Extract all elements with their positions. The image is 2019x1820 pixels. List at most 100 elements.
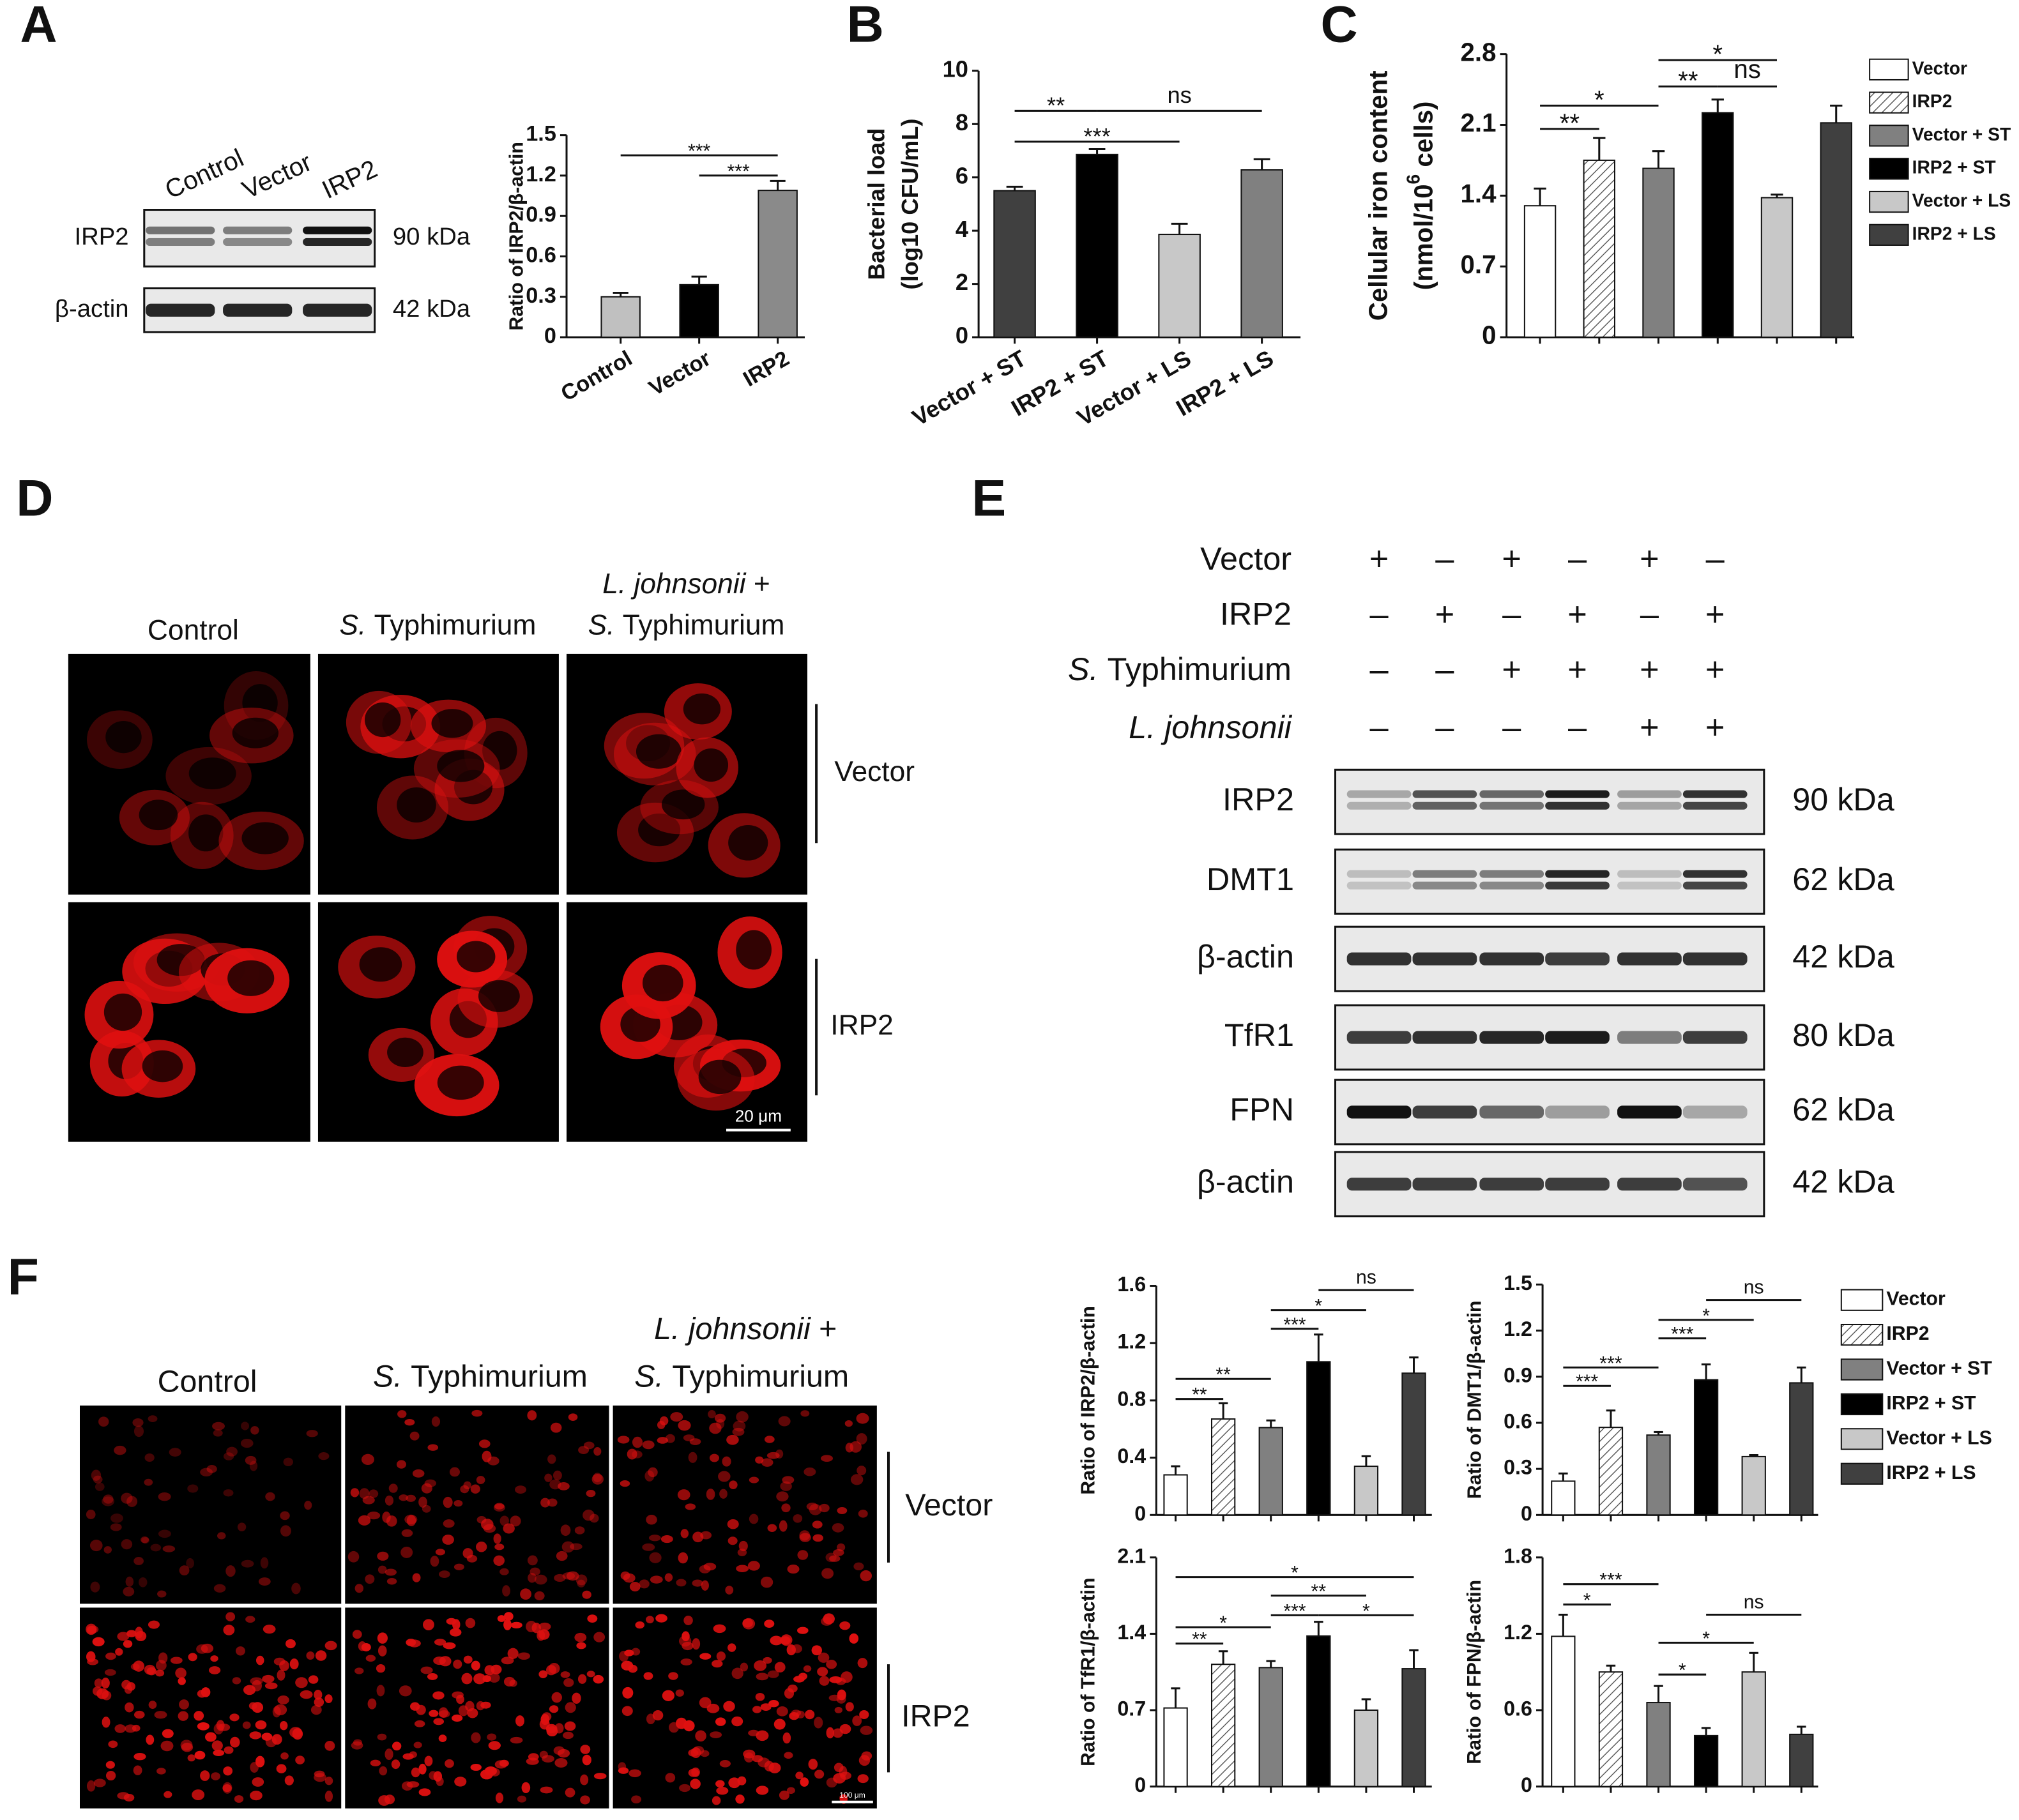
cell	[803, 1665, 812, 1672]
cell	[819, 1676, 830, 1686]
cell	[565, 1787, 575, 1798]
cell	[834, 1706, 842, 1713]
cell	[764, 1619, 775, 1628]
cell	[433, 1771, 443, 1782]
significance-label: ***	[1671, 1324, 1694, 1345]
cell	[754, 1660, 767, 1671]
cell	[515, 1715, 524, 1727]
cell	[488, 1741, 501, 1750]
band	[1346, 790, 1412, 798]
significance-label: ns	[1356, 1267, 1376, 1288]
y-tick-label: 1.4	[1117, 1621, 1146, 1644]
cell	[837, 1543, 846, 1552]
cell	[454, 1777, 467, 1787]
band	[1412, 1178, 1477, 1191]
nucleus	[642, 964, 683, 1002]
row-label: Vector	[834, 756, 915, 787]
cell	[280, 1752, 289, 1760]
cell	[169, 1448, 181, 1457]
y-tick-label: 0	[544, 324, 556, 348]
legend-label: IRP2	[1912, 91, 1953, 111]
size-label: 62 kDa	[1792, 861, 1895, 897]
band	[1545, 952, 1610, 966]
legend-swatch	[1840, 1289, 1884, 1311]
cell	[764, 1436, 775, 1443]
cell	[406, 1494, 416, 1502]
cell	[700, 1750, 710, 1757]
cell	[706, 1703, 720, 1713]
cell	[453, 1659, 462, 1669]
bar	[1210, 1664, 1236, 1787]
bar	[1646, 1434, 1671, 1516]
y-tick-label: 0	[1521, 1773, 1532, 1796]
cell	[170, 1657, 183, 1664]
cell	[141, 1537, 149, 1544]
cell	[94, 1678, 103, 1688]
cell	[98, 1416, 109, 1427]
cell	[839, 1621, 851, 1630]
cell	[418, 1496, 427, 1508]
band	[303, 303, 372, 317]
cell	[635, 1621, 644, 1629]
cell	[547, 1454, 556, 1464]
condition-sign: +	[1567, 596, 1587, 633]
micrograph	[613, 1405, 877, 1604]
protein-label: TfR1	[1224, 1017, 1294, 1053]
band	[146, 226, 215, 234]
cell	[438, 1734, 447, 1743]
cell	[265, 1492, 275, 1501]
cell	[280, 1525, 291, 1537]
cell	[406, 1515, 416, 1526]
cell	[102, 1717, 110, 1728]
cell	[452, 1714, 463, 1722]
cell	[158, 1492, 171, 1501]
cell	[837, 1506, 848, 1514]
cell	[563, 1678, 574, 1687]
cell	[361, 1453, 374, 1466]
nucleus	[359, 947, 402, 982]
cell	[439, 1656, 452, 1667]
cell	[493, 1555, 505, 1566]
nucleus	[478, 980, 520, 1012]
cell	[643, 1672, 653, 1680]
text: Vector	[1200, 540, 1291, 577]
cell	[314, 1697, 324, 1707]
significance-label: **	[1215, 1365, 1231, 1386]
cell	[434, 1639, 446, 1646]
cell	[86, 1623, 97, 1635]
cell	[787, 1565, 800, 1574]
cell	[729, 1480, 738, 1490]
y-tick-label: 2.1	[1460, 109, 1496, 137]
cell	[758, 1757, 770, 1768]
size-label: 42 kDa	[1792, 1164, 1895, 1200]
cell	[384, 1794, 395, 1805]
bar	[1240, 169, 1283, 338]
significance-label: ***	[1599, 1570, 1622, 1591]
cell	[814, 1717, 823, 1729]
y-tick-label: 0.4	[1117, 1445, 1146, 1467]
cell	[549, 1705, 559, 1713]
micrograph	[317, 653, 559, 895]
cell	[310, 1705, 322, 1715]
significance-label: ns	[1733, 55, 1761, 84]
cell	[564, 1721, 576, 1731]
cell	[241, 1559, 254, 1568]
cell	[819, 1503, 830, 1513]
cell	[504, 1612, 514, 1621]
cell	[263, 1625, 276, 1634]
legend-swatch	[1869, 91, 1909, 114]
cell	[423, 1619, 434, 1630]
cell	[433, 1718, 445, 1725]
band	[1682, 1178, 1748, 1191]
cell	[324, 1740, 335, 1751]
cell	[683, 1434, 695, 1441]
cell	[250, 1426, 259, 1435]
cell	[845, 1702, 854, 1712]
cell	[401, 1529, 413, 1537]
cell	[487, 1456, 499, 1466]
cell	[150, 1543, 162, 1552]
bar	[1702, 112, 1734, 338]
legend-label: IRP2 + ST	[1886, 1393, 1976, 1414]
bar	[1820, 122, 1852, 338]
micrograph	[79, 1607, 342, 1809]
